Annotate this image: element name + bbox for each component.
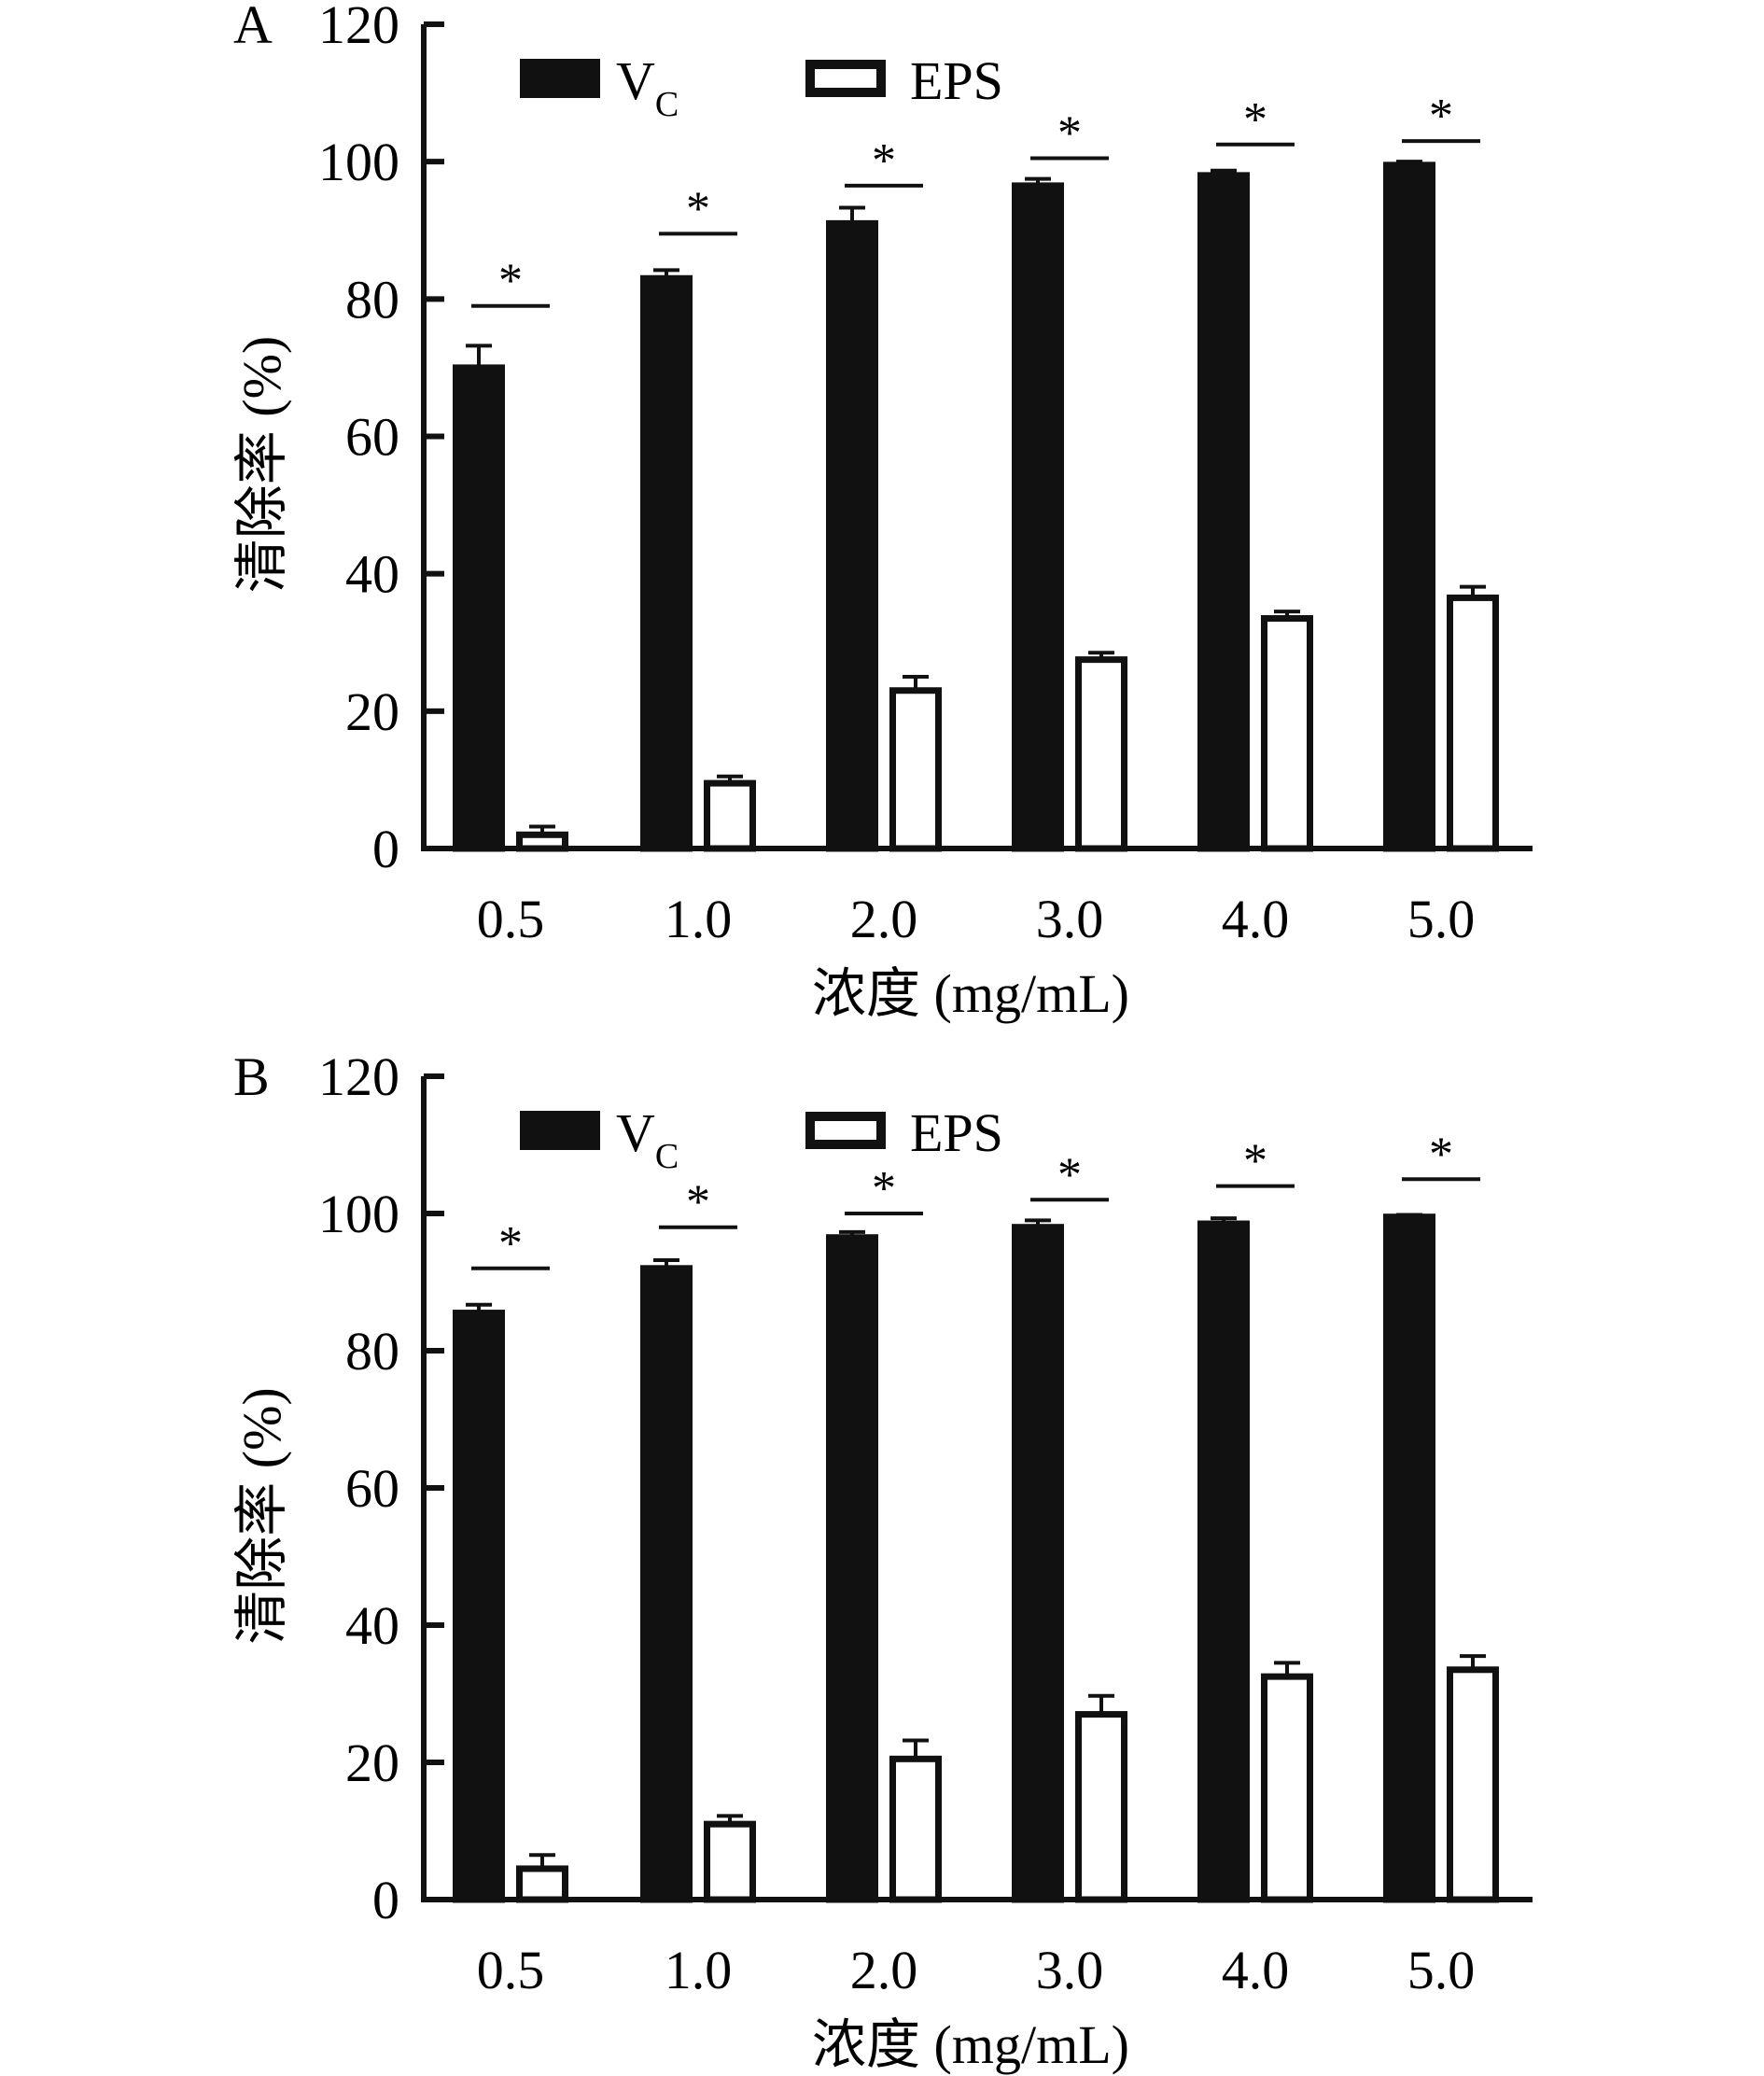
panel-label: B bbox=[233, 1046, 270, 1107]
y-tick-label: 80 bbox=[345, 269, 399, 330]
bar-vc bbox=[640, 274, 693, 852]
x-tick-label: 0.5 bbox=[477, 1940, 545, 2000]
bar-eps bbox=[889, 1755, 942, 1903]
y-tick-label: 80 bbox=[345, 1321, 399, 1382]
bar-eps bbox=[889, 687, 942, 852]
x-tick-label: 2.0 bbox=[850, 1940, 918, 2000]
bar-vc bbox=[1383, 1213, 1435, 1903]
legend-swatch-eps bbox=[805, 60, 886, 97]
x-tick-label: 0.5 bbox=[477, 889, 545, 949]
x-tick-label: 3.0 bbox=[1036, 1940, 1104, 2000]
panel-label: A bbox=[233, 0, 273, 55]
x-axis-label: 浓度 (mg/mL) bbox=[812, 963, 1129, 1024]
x-tick-label: 4.0 bbox=[1222, 889, 1290, 949]
legend-swatch-eps bbox=[805, 1112, 886, 1149]
legend-label-vc: VC bbox=[616, 50, 679, 124]
y-tick-label: 100 bbox=[318, 1184, 399, 1244]
bar-eps bbox=[1261, 1673, 1313, 1903]
bar-vc bbox=[826, 1234, 878, 1903]
legend-label-eps: EPS bbox=[910, 1102, 1003, 1163]
y-tick-label: 120 bbox=[318, 1046, 399, 1107]
bar-eps bbox=[1447, 594, 1499, 852]
bar-vc bbox=[1197, 172, 1250, 852]
x-tick-label: 2.0 bbox=[850, 889, 918, 949]
y-tick-label: 60 bbox=[345, 407, 399, 468]
significance-marker: * bbox=[1429, 90, 1453, 143]
y-tick-label: 20 bbox=[345, 1732, 399, 1793]
bar-vc bbox=[1012, 182, 1064, 852]
y-axis-label: 清除率 (%) bbox=[231, 336, 292, 593]
x-tick-label: 3.0 bbox=[1036, 889, 1104, 949]
significance-marker: * bbox=[686, 182, 710, 235]
legend: VC EPS bbox=[520, 1102, 1003, 1176]
significance-marker: * bbox=[872, 1162, 896, 1215]
y-axis-label: 清除率 (%) bbox=[231, 1387, 292, 1644]
bar-vc bbox=[453, 364, 505, 852]
bar-eps bbox=[516, 831, 568, 852]
y-tick-label: 0 bbox=[372, 819, 399, 879]
legend-label-vc-sub: C bbox=[655, 85, 679, 124]
significance-marker: * bbox=[498, 1217, 523, 1270]
legend-swatch-vc bbox=[520, 59, 600, 98]
legend-label-vc-main: V bbox=[616, 1102, 655, 1163]
bar-eps bbox=[1075, 1711, 1127, 1903]
bar-vc bbox=[826, 219, 878, 852]
legend-swatch-vc bbox=[520, 1111, 600, 1150]
significance-marker: * bbox=[1243, 1135, 1267, 1188]
y-tick-label: 40 bbox=[345, 544, 399, 605]
bar-eps bbox=[1261, 614, 1313, 852]
bar-eps bbox=[704, 779, 756, 852]
significance-marker: * bbox=[1057, 1148, 1082, 1201]
y-tick-label: 120 bbox=[318, 0, 399, 55]
significance-marker: * bbox=[498, 255, 523, 308]
y-tick-label: 60 bbox=[345, 1458, 399, 1519]
significance-marker: * bbox=[1057, 106, 1082, 160]
chart-panel-b: 0 20 40 60 80 100 120 B 清除率 (%) 0.5 1.0 2.0 3.0 4.0 5.… bbox=[231, 1046, 1533, 2075]
legend: VC EPS bbox=[520, 50, 1003, 124]
bar-eps bbox=[516, 1865, 568, 1903]
legend-label-vc-sub: C bbox=[655, 1137, 679, 1176]
bar-eps bbox=[1447, 1666, 1499, 1903]
bar-vc bbox=[453, 1310, 505, 1903]
x-tick-label: 1.0 bbox=[665, 1940, 733, 2000]
y-tick-label: 40 bbox=[345, 1595, 399, 1656]
chart-panel-a: 0 20 40 60 80 100 120 A 清除率 (%) 0.5 1.0 2.0 3.0 4.0 5.… bbox=[231, 0, 1533, 1024]
significance-marker: * bbox=[872, 134, 896, 188]
legend-label-vc: VC bbox=[616, 1102, 679, 1176]
legend-label-eps: EPS bbox=[910, 50, 1003, 111]
y-tick-label: 0 bbox=[372, 1870, 399, 1930]
x-tick-label: 1.0 bbox=[665, 889, 733, 949]
x-tick-label: 4.0 bbox=[1222, 1940, 1290, 2000]
legend-label-vc-main: V bbox=[616, 50, 655, 111]
y-tick-label: 20 bbox=[345, 681, 399, 742]
y-tick-label: 100 bbox=[318, 132, 399, 192]
significance-marker: * bbox=[1243, 93, 1267, 147]
bar-vc bbox=[640, 1265, 693, 1903]
bar-eps bbox=[1075, 656, 1127, 852]
bar-vc bbox=[1383, 161, 1435, 852]
x-axis-label: 浓度 (mg/mL) bbox=[812, 2014, 1129, 2075]
bar-vc bbox=[1012, 1224, 1064, 1903]
significance-marker: * bbox=[686, 1176, 710, 1229]
bar-eps bbox=[704, 1820, 756, 1903]
bar-vc bbox=[1197, 1220, 1250, 1903]
x-tick-label: 5.0 bbox=[1407, 1940, 1476, 2000]
x-tick-label: 5.0 bbox=[1407, 889, 1476, 949]
significance-marker: * bbox=[1429, 1128, 1453, 1181]
